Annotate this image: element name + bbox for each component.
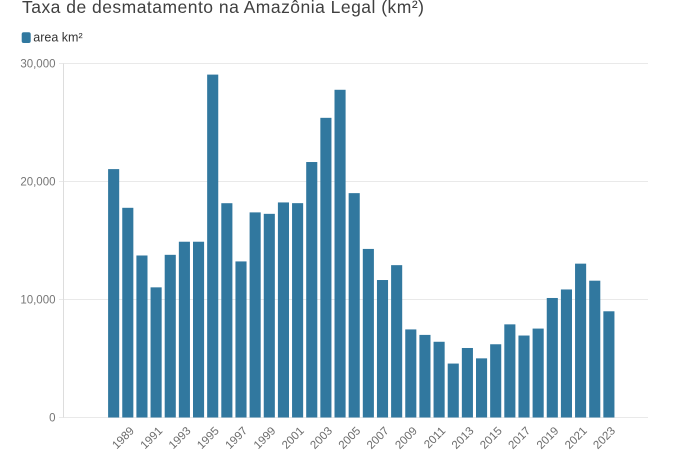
svg-text:10,000: 10,000	[20, 295, 55, 307]
svg-text:Taxa de desmatamento na Amazôn: Taxa de desmatamento na Amazônia Legal (…	[22, 0, 424, 17]
svg-text:20,000: 20,000	[20, 177, 55, 189]
svg-text:2015: 2015	[478, 425, 505, 450]
svg-text:2023: 2023	[591, 425, 618, 450]
svg-text:2013: 2013	[450, 425, 477, 450]
svg-text:area km²: area km²	[33, 31, 82, 45]
svg-text:1993: 1993	[167, 425, 194, 450]
svg-text:2011: 2011	[422, 425, 448, 450]
svg-text:2017: 2017	[507, 425, 534, 450]
svg-text:1991: 1991	[139, 425, 166, 450]
svg-text:1989: 1989	[110, 425, 137, 450]
svg-text:1997: 1997	[224, 425, 251, 450]
svg-text:2009: 2009	[393, 425, 420, 450]
svg-text:2005: 2005	[337, 425, 364, 450]
svg-text:2003: 2003	[308, 425, 335, 450]
svg-text:1999: 1999	[252, 425, 279, 450]
svg-text:2001: 2001	[280, 425, 307, 450]
svg-text:1995: 1995	[195, 425, 222, 450]
svg-text:2007: 2007	[365, 425, 392, 450]
svg-text:2019: 2019	[535, 425, 562, 450]
svg-text:0: 0	[49, 413, 55, 425]
svg-text:30,000: 30,000	[20, 59, 55, 71]
svg-text:2021: 2021	[563, 425, 590, 450]
